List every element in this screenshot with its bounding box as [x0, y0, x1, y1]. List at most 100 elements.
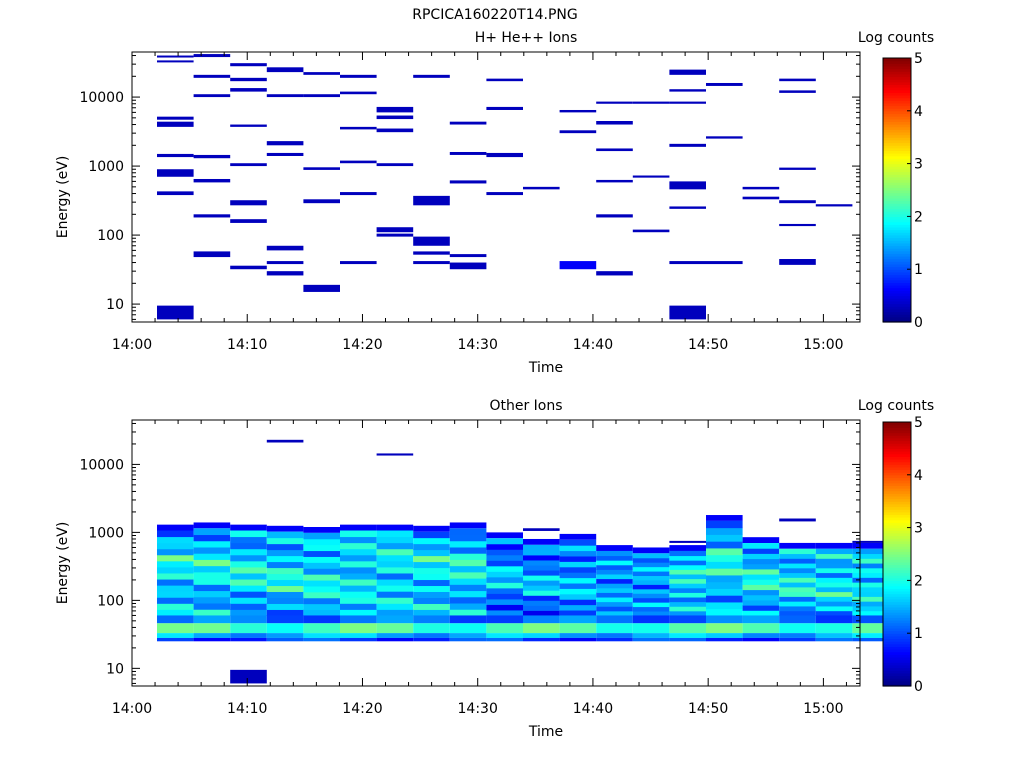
colorbar-segment — [883, 659, 911, 663]
x-tick-label: 14:20 — [342, 701, 382, 717]
colorbar-segment — [883, 511, 911, 515]
colorbar-segment — [883, 635, 911, 640]
colorbar-segment — [883, 630, 911, 634]
heatmap-cell — [157, 169, 194, 177]
heatmap-cell — [632, 611, 670, 616]
heatmap-cell — [303, 72, 340, 75]
heatmap-cell — [340, 160, 377, 164]
colorbar-label: Log counts — [858, 398, 934, 414]
heatmap-cell — [596, 148, 633, 152]
heatmap-cell — [230, 560, 267, 568]
colorbar-tick-label: 0 — [914, 315, 923, 331]
heatmap-cell — [193, 633, 231, 638]
colorbar-segment — [883, 493, 911, 497]
heatmap-cell — [742, 537, 780, 544]
heatmap-cell — [193, 565, 231, 573]
heatmap-cell — [706, 561, 743, 569]
colorbar-segment — [883, 517, 911, 521]
colorbar-frame — [882, 57, 912, 323]
colorbar-segment — [883, 482, 911, 486]
heatmap-cell — [157, 530, 194, 538]
heatmap-cell — [742, 548, 780, 554]
colorbar-segment — [883, 250, 911, 254]
heatmap-cell — [706, 136, 743, 139]
colorbar-segment — [883, 622, 911, 626]
heatmap-cell — [669, 181, 706, 190]
heatmap-cell — [230, 88, 267, 92]
heatmap-cell — [779, 90, 816, 93]
heatmap-cell — [193, 578, 231, 585]
heatmap-cell — [230, 572, 267, 580]
heatmap-cell — [706, 574, 743, 583]
heatmap-cell — [340, 591, 377, 598]
colorbar-segment — [883, 94, 911, 99]
heatmap-cell — [632, 579, 670, 585]
heatmap-cell — [706, 623, 743, 634]
heatmap-cell — [779, 167, 816, 170]
colorbar-segment — [883, 561, 911, 566]
heatmap-cell — [779, 582, 816, 588]
colorbar-segment — [883, 292, 911, 297]
heatmap-cell — [669, 637, 706, 642]
heatmap-cell — [193, 590, 231, 598]
heatmap-cell — [669, 592, 706, 598]
heatmap-cell — [340, 633, 377, 638]
heatmap-cell — [413, 609, 450, 616]
heatmap-cell — [340, 261, 377, 265]
colorbar-segment — [883, 108, 911, 112]
heatmap-cell — [449, 553, 487, 560]
heatmap-cell — [632, 588, 670, 594]
colorbar-segment — [883, 216, 911, 220]
y-tick-label: 10 — [106, 661, 124, 677]
heatmap-cell — [449, 565, 487, 573]
heatmap-cell — [852, 615, 889, 624]
heatmap-cell — [486, 587, 523, 594]
heatmap-cell — [706, 608, 743, 616]
colorbar-segment — [883, 134, 911, 138]
colorbar-segment — [883, 63, 911, 67]
heatmap-cell — [559, 533, 597, 540]
heatmap-cell — [632, 571, 670, 577]
heatmap-cell — [779, 586, 816, 593]
x-axis-label: Time — [528, 724, 563, 740]
colorbar-segment — [883, 166, 911, 170]
colorbar-segment — [883, 604, 911, 608]
colorbar-segment — [883, 229, 911, 233]
colorbar-segment — [883, 314, 911, 318]
heatmap-cell — [303, 94, 340, 98]
heatmap-cell — [376, 548, 414, 556]
heatmap-cell — [413, 74, 450, 78]
heatmap-cell — [742, 599, 780, 606]
x-tick-label: 14:30 — [458, 701, 498, 717]
heatmap-cell — [193, 178, 231, 183]
heatmap-cell — [486, 615, 523, 624]
colorbar-segment — [883, 192, 911, 196]
heatmap-cell — [742, 594, 780, 601]
colorbar-label: Log counts — [858, 30, 934, 46]
heatmap-cell — [376, 597, 414, 604]
heatmap-cell — [523, 544, 560, 551]
heatmap-cell — [852, 542, 889, 549]
heatmap-cell — [157, 579, 194, 586]
colorbar-segment — [883, 585, 911, 589]
heatmap-cell — [266, 591, 304, 598]
colorbar-segment — [883, 588, 911, 592]
heatmap-cell — [669, 573, 706, 580]
heatmap-cell — [632, 623, 670, 634]
heatmap-cell — [449, 609, 487, 616]
colorbar-segment — [883, 627, 911, 632]
heatmap-cell — [596, 637, 633, 642]
heatmap-cell — [596, 569, 633, 575]
heatmap-cell — [852, 572, 889, 578]
colorbar-segment — [883, 205, 911, 210]
heatmap-cell — [413, 637, 450, 642]
heatmap-cell — [340, 542, 377, 550]
heatmap-cell — [815, 204, 853, 207]
heatmap-cell — [779, 567, 816, 574]
heatmap-cell — [742, 579, 780, 585]
heatmap-cell — [559, 633, 597, 638]
panel-title: H+ He++ Ions — [475, 30, 578, 46]
heatmap-cell — [157, 591, 194, 598]
heatmap-cell — [157, 121, 194, 127]
heatmap-cell — [157, 633, 194, 638]
